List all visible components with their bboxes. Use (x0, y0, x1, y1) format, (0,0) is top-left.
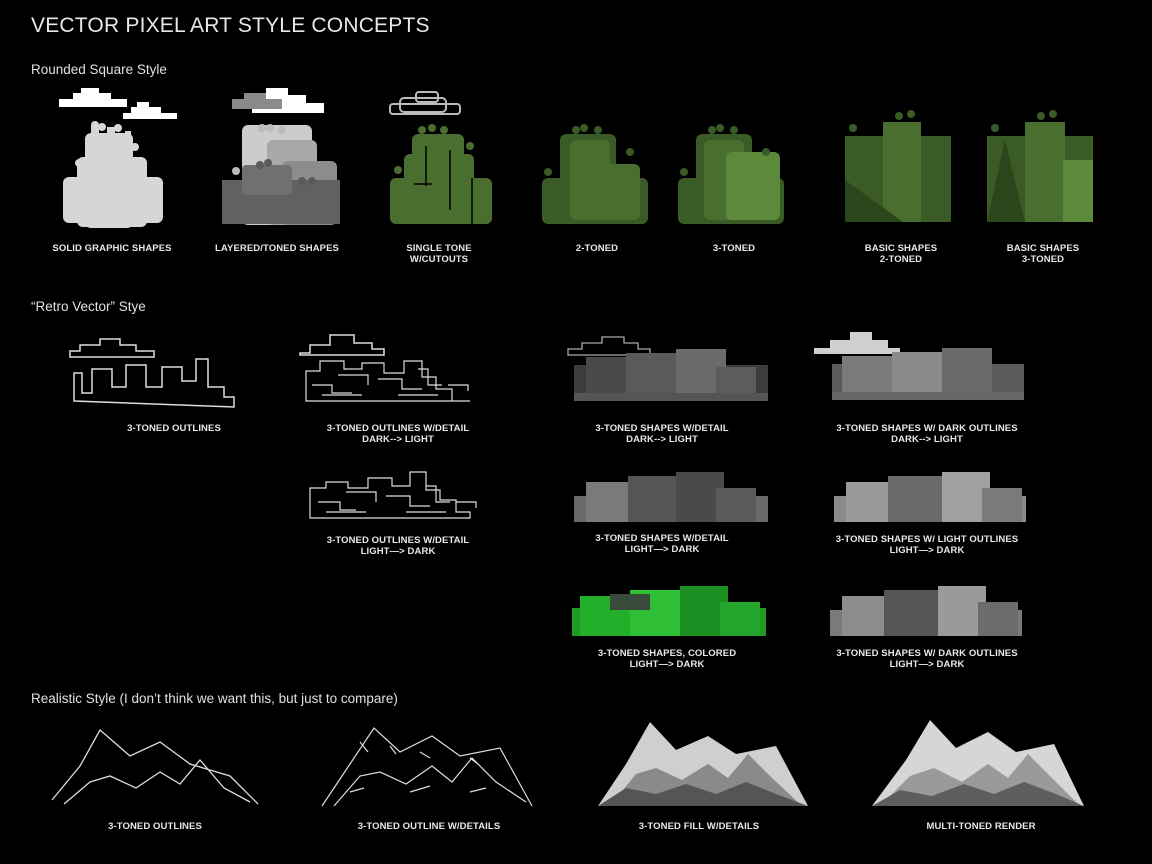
section-rounded-heading: Rounded Square Style (31, 62, 167, 77)
caption-retro-shapes-detail-dark-light: 3-TONED SHAPES W/DETAIL DARK--> LIGHT (595, 423, 729, 445)
section-retro-heading: “Retro Vector” Stye (31, 299, 146, 314)
caption-retro-outlines-detail-light-dark: 3-TONED OUTLINES W/DETAIL LIGHT—> DARK (326, 535, 470, 557)
retro-outlines-illustration (69, 338, 235, 408)
caption-retro-outlines-detail-dark-light: 3-TONED OUTLINES W/DETAIL DARK--> LIGHT (326, 423, 470, 445)
caption-three-toned: 3-TONED (712, 243, 756, 254)
retro-shapes-dark-outlines-dark-light-illustration (814, 332, 1024, 400)
caption-realistic-fill-details: 3-TONED FILL W/DETAILS (638, 821, 760, 832)
realistic-outlines-illustration (51, 728, 259, 805)
caption-retro-shapes-colored: 3-TONED SHAPES, COLORED LIGHT—> DARK (597, 648, 737, 670)
basic-shapes-three-toned-illustration (987, 110, 1093, 222)
caption-retro-shapes-detail-light-dark: 3-TONED SHAPES W/DETAIL LIGHT—> DARK (595, 533, 729, 555)
two-toned-illustration (542, 124, 648, 224)
retro-shapes-light-outlines-light-dark-illustration (834, 472, 1026, 522)
caption-retro-shapes-light-outlines-light-dark: 3-TONED SHAPES W/ LIGHT OUTLINES LIGHT—> … (835, 534, 1019, 556)
retro-shapes-detail-light-dark-illustration (574, 472, 768, 522)
caption-retro-outlines: 3-TONED OUTLINES (127, 423, 221, 434)
realistic-fill-details-illustration (598, 722, 808, 806)
retro-shapes-dark-outlines-light-dark-illustration (830, 586, 1022, 636)
caption-retro-shapes-dark-outlines-dark-light: 3-TONED SHAPES W/ DARK OUTLINES DARK--> L… (836, 423, 1018, 445)
section-realistic-heading: Realistic Style (I don’t think we want t… (31, 691, 398, 706)
layered-toned-shapes-illustration (222, 88, 340, 225)
page-title: VECTOR PIXEL ART STYLE CONCEPTS (31, 14, 430, 37)
caption-two-toned: 2-TONED (575, 243, 619, 254)
basic-shapes-two-toned-illustration (845, 110, 951, 222)
three-toned-illustration (678, 124, 784, 224)
single-tone-cutouts-illustration (389, 91, 492, 224)
retro-shapes-detail-dark-light-illustration (567, 336, 768, 401)
caption-realistic-outlines: 3-TONED OUTLINES (108, 821, 202, 832)
caption-basic-shapes-three-toned: BASIC SHAPES 3-TONED (1006, 243, 1080, 265)
caption-solid-graphic-shapes: SOLID GRAPHIC SHAPES (52, 243, 172, 254)
caption-layered-toned-shapes: LAYERED/TONED SHAPES (215, 243, 339, 254)
retro-outlines-detail-light-dark-illustration (309, 471, 477, 519)
caption-single-tone-cutouts: SINGLE TONE W/CUTOUTS (406, 243, 472, 265)
retro-shapes-colored-illustration (572, 586, 766, 636)
caption-realistic-outline-details: 3-TONED OUTLINE W/DETAILS (357, 821, 501, 832)
solid-graphic-shapes-illustration (59, 88, 177, 228)
caption-realistic-multi-toned-render: MULTI-TONED RENDER (926, 821, 1036, 832)
caption-retro-shapes-dark-outlines-light-dark: 3-TONED SHAPES W/ DARK OUTLINES LIGHT—> D… (836, 648, 1018, 670)
realistic-outline-details-illustration (321, 727, 533, 807)
retro-outlines-detail-dark-light-illustration (299, 334, 470, 402)
realistic-multi-toned-render-illustration (872, 720, 1084, 806)
caption-basic-shapes-two-toned: BASIC SHAPES 2-TONED (864, 243, 938, 265)
